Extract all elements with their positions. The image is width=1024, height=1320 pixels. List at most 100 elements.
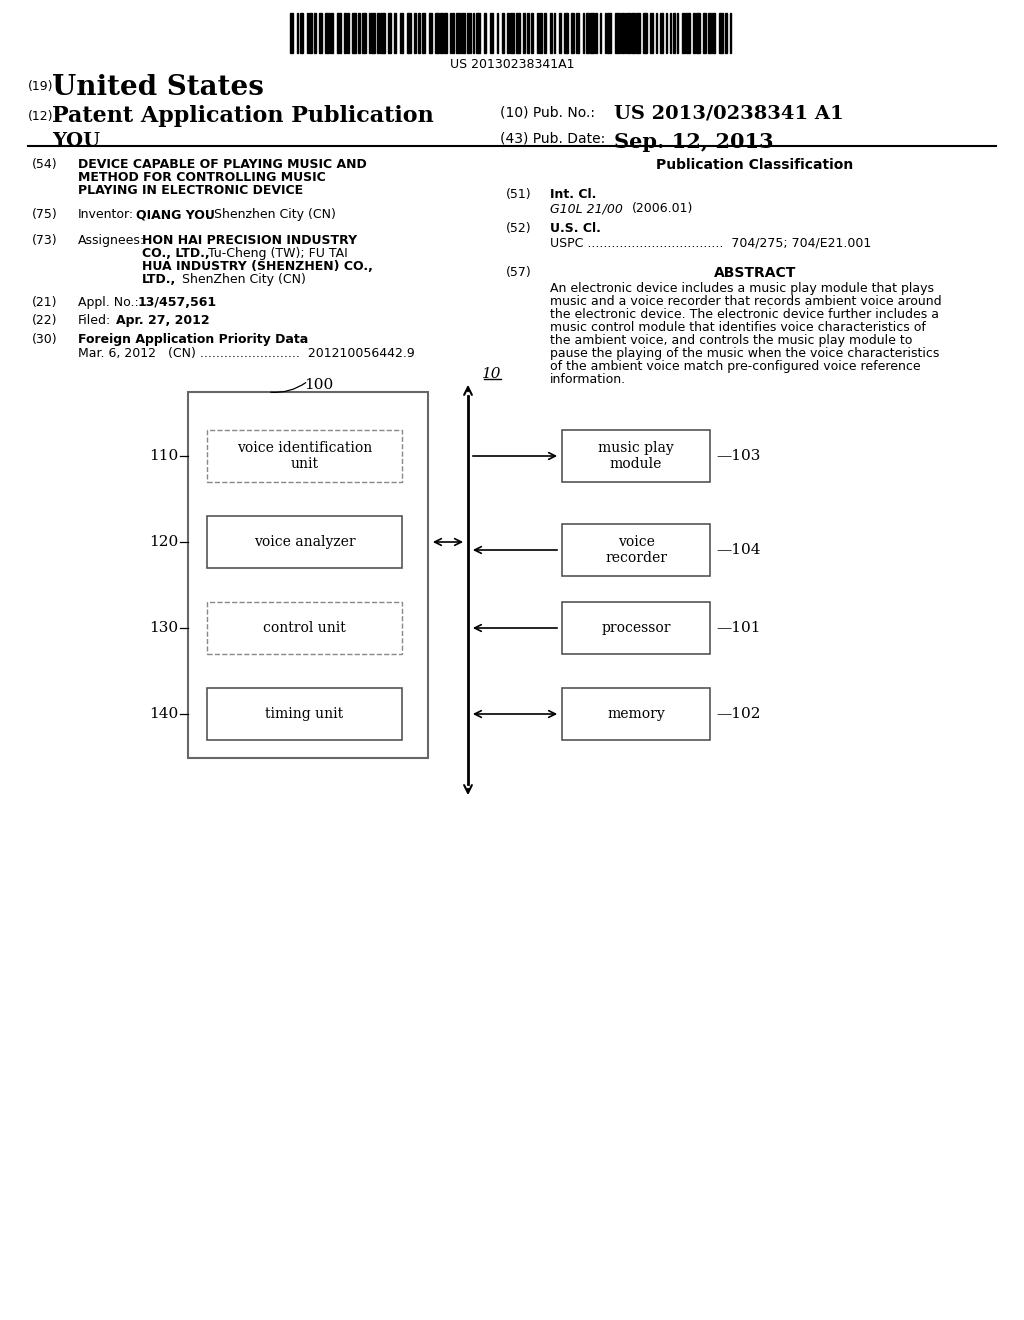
- Bar: [490, 13, 494, 53]
- Bar: [544, 13, 546, 53]
- Bar: [429, 13, 432, 53]
- Text: Inventor:: Inventor:: [78, 209, 134, 220]
- Text: Apr. 27, 2012: Apr. 27, 2012: [116, 314, 210, 327]
- Text: (52): (52): [506, 222, 531, 235]
- Text: HON HAI PRECISION INDUSTRY: HON HAI PRECISION INDUSTRY: [142, 234, 357, 247]
- Text: —102: —102: [716, 708, 761, 721]
- Text: information.: information.: [550, 374, 626, 385]
- Text: Int. Cl.: Int. Cl.: [550, 187, 596, 201]
- Bar: [570, 13, 574, 53]
- Bar: [507, 13, 509, 53]
- Bar: [380, 13, 384, 53]
- Text: ABSTRACT: ABSTRACT: [714, 267, 797, 280]
- Bar: [319, 13, 323, 53]
- Text: US 2013/0238341 A1: US 2013/0238341 A1: [614, 106, 844, 123]
- Text: US 20130238341A1: US 20130238341A1: [450, 58, 574, 71]
- Text: 100: 100: [304, 378, 333, 392]
- Bar: [559, 13, 561, 53]
- Bar: [516, 13, 519, 53]
- Text: Assignees:: Assignees:: [78, 234, 145, 247]
- Text: 140: 140: [148, 708, 178, 721]
- Text: Mar. 6, 2012   (CN) .........................  201210056442.9: Mar. 6, 2012 (CN) ......................…: [78, 347, 415, 360]
- Text: (30): (30): [32, 333, 57, 346]
- Bar: [564, 13, 567, 53]
- Bar: [325, 13, 329, 53]
- Text: ShenZhen City (CN): ShenZhen City (CN): [178, 273, 306, 286]
- Bar: [595, 13, 597, 53]
- FancyBboxPatch shape: [188, 392, 428, 758]
- Text: the ambient voice, and controls the music play module to: the ambient voice, and controls the musi…: [550, 334, 912, 347]
- FancyBboxPatch shape: [207, 516, 402, 568]
- Bar: [702, 13, 706, 53]
- Text: —104: —104: [716, 543, 761, 557]
- Text: United States: United States: [52, 74, 264, 102]
- Text: (10) Pub. No.:: (10) Pub. No.:: [500, 106, 595, 119]
- Text: (22): (22): [32, 314, 57, 327]
- Text: —101: —101: [716, 620, 761, 635]
- Bar: [444, 13, 446, 53]
- Bar: [313, 13, 316, 53]
- Bar: [530, 13, 532, 53]
- Bar: [394, 13, 396, 53]
- Text: G10L 21/00: G10L 21/00: [550, 202, 623, 215]
- Bar: [309, 13, 311, 53]
- Bar: [615, 13, 618, 53]
- Bar: [352, 13, 356, 53]
- Text: 13/457,561: 13/457,561: [138, 296, 217, 309]
- Text: voice identification
unit: voice identification unit: [237, 441, 372, 471]
- Text: LTD.,: LTD.,: [142, 273, 176, 286]
- Bar: [631, 13, 635, 53]
- Text: music and a voice recorder that records ambient voice around: music and a voice recorder that records …: [550, 294, 942, 308]
- Text: Filed:: Filed:: [78, 314, 112, 327]
- Text: (73): (73): [32, 234, 57, 247]
- Bar: [577, 13, 580, 53]
- Bar: [713, 13, 715, 53]
- FancyBboxPatch shape: [562, 602, 710, 653]
- Bar: [696, 13, 700, 53]
- Bar: [673, 13, 676, 53]
- Text: —103: —103: [716, 449, 761, 463]
- Text: 130: 130: [148, 620, 178, 635]
- Bar: [523, 13, 525, 53]
- Bar: [554, 13, 555, 53]
- Text: CO., LTD.,: CO., LTD.,: [142, 247, 210, 260]
- Bar: [476, 13, 480, 53]
- Text: Appl. No.:: Appl. No.:: [78, 296, 138, 309]
- Text: (54): (54): [32, 158, 57, 172]
- Text: music control module that identifies voice characteristics of: music control module that identifies voi…: [550, 321, 926, 334]
- Bar: [650, 13, 652, 53]
- Text: DEVICE CAPABLE OF PLAYING MUSIC AND: DEVICE CAPABLE OF PLAYING MUSIC AND: [78, 158, 367, 172]
- Bar: [686, 13, 689, 53]
- Bar: [414, 13, 416, 53]
- Bar: [435, 13, 439, 53]
- Bar: [358, 13, 359, 53]
- Text: Publication Classification: Publication Classification: [656, 158, 854, 172]
- Bar: [452, 13, 455, 53]
- FancyBboxPatch shape: [207, 430, 402, 482]
- FancyBboxPatch shape: [562, 524, 710, 576]
- Bar: [527, 13, 529, 53]
- Bar: [708, 13, 712, 53]
- Text: 110: 110: [148, 449, 178, 463]
- Text: U.S. Cl.: U.S. Cl.: [550, 222, 601, 235]
- Bar: [607, 13, 611, 53]
- Bar: [399, 13, 403, 53]
- Text: Sep. 12, 2013: Sep. 12, 2013: [614, 132, 773, 152]
- Text: (57): (57): [506, 267, 531, 279]
- Bar: [457, 13, 460, 53]
- Bar: [719, 13, 723, 53]
- Text: 120: 120: [148, 535, 178, 549]
- Text: Tu-Cheng (TW); FU TAI: Tu-Cheng (TW); FU TAI: [204, 247, 348, 260]
- Bar: [388, 13, 391, 53]
- Bar: [290, 13, 293, 53]
- Bar: [502, 13, 505, 53]
- Bar: [586, 13, 590, 53]
- Bar: [422, 13, 425, 53]
- Text: control unit: control unit: [263, 620, 346, 635]
- Text: the electronic device. The electronic device further includes a: the electronic device. The electronic de…: [550, 308, 939, 321]
- FancyBboxPatch shape: [562, 688, 710, 741]
- Text: processor: processor: [601, 620, 671, 635]
- Bar: [591, 13, 594, 53]
- Text: An electronic device includes a music play module that plays: An electronic device includes a music pl…: [550, 282, 934, 294]
- Bar: [461, 13, 465, 53]
